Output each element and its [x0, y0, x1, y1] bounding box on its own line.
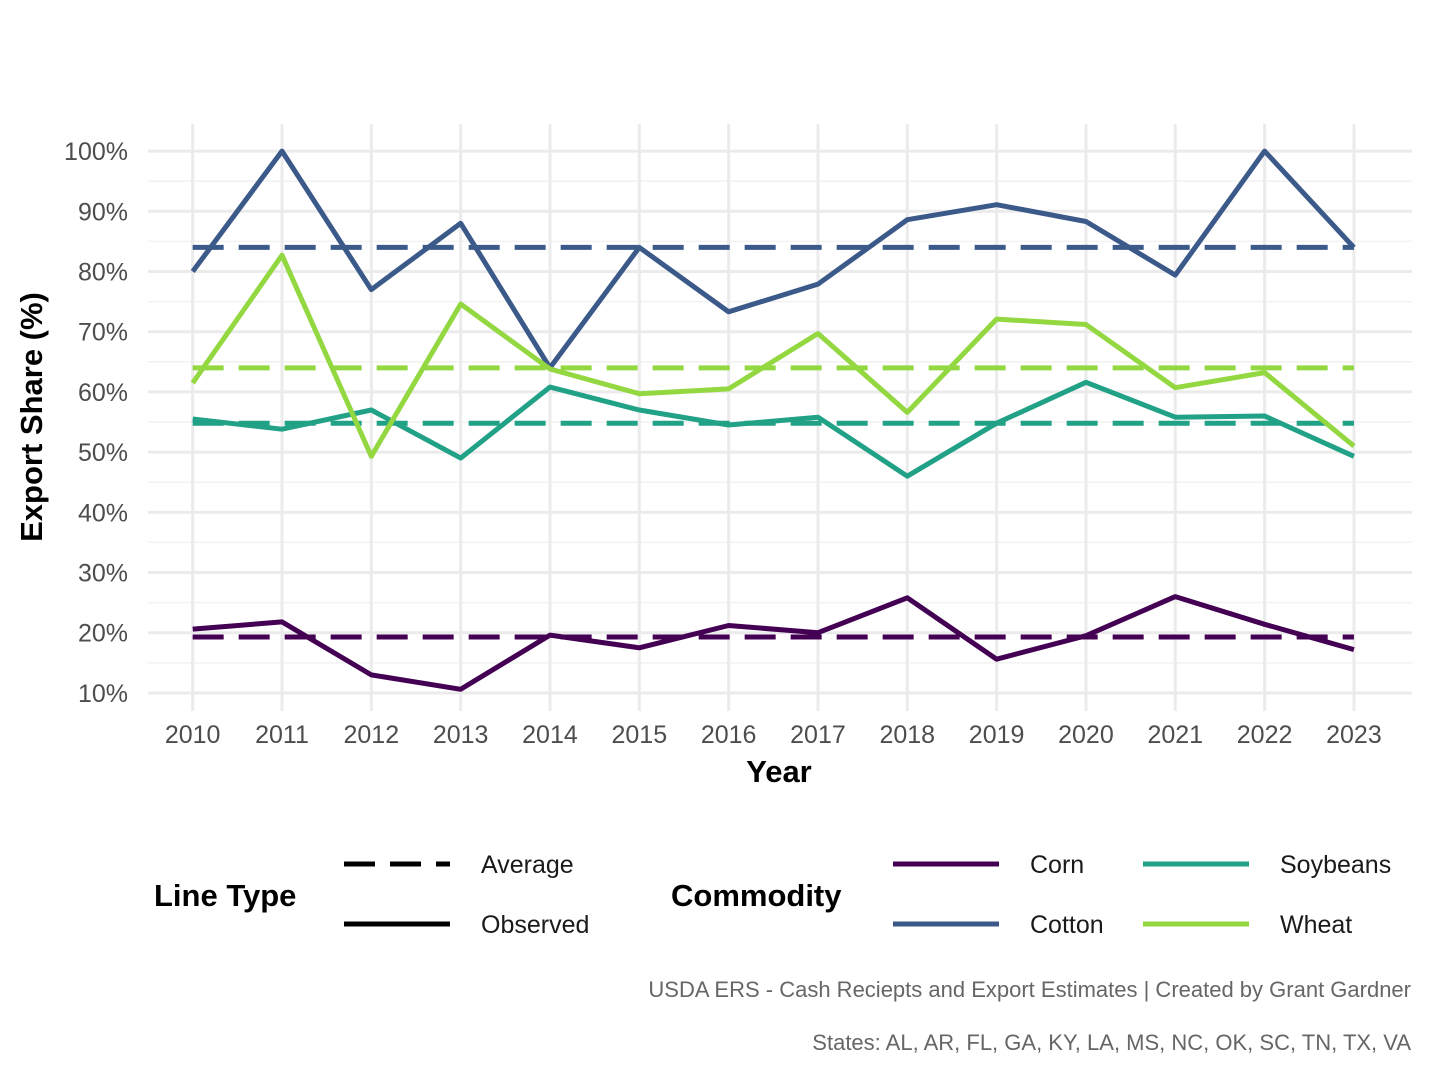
observed-line-wheat	[190, 252, 1356, 459]
x-tick-label: 2022	[1237, 721, 1293, 749]
major-grid	[148, 124, 1412, 711]
y-tick-label: 60%	[78, 379, 128, 407]
x-tick-label: 2018	[879, 721, 935, 749]
caption-states: States: AL, AR, FL, GA, KY, LA, MS, NC, …	[812, 1030, 1411, 1055]
legend-label-wheat: Wheat	[1280, 911, 1352, 939]
caption-source: USDA ERS - Cash Reciepts and Export Esti…	[648, 977, 1411, 1002]
x-axis-title: Year	[746, 754, 812, 789]
x-tick-label: 2013	[433, 721, 489, 749]
y-axis-title: Export Share (%)	[14, 292, 49, 542]
observed-line-cotton	[190, 148, 1356, 371]
y-axis-tick-labels: 10% 20% 30% 40% 50% 60% 70% 80% 90% 100%	[64, 138, 128, 708]
x-tick-label: 2017	[790, 721, 846, 749]
x-tick-label: 2020	[1058, 721, 1114, 749]
legend-label-soybeans: Soybeans	[1280, 851, 1391, 879]
x-tick-label: 2023	[1326, 721, 1382, 749]
x-tick-label: 2011	[255, 721, 309, 749]
observed-line-soybeans	[192, 379, 1355, 479]
y-tick-label: 70%	[78, 319, 128, 347]
x-tick-label: 2015	[611, 721, 667, 749]
x-tick-label: 2016	[701, 721, 757, 749]
observed-lines	[190, 148, 1356, 692]
legend-commodity-title: Commodity	[671, 878, 842, 913]
legend-label-corn: Corn	[1030, 851, 1084, 879]
legend-label-average: Average	[481, 851, 574, 879]
x-tick-label: 2012	[344, 721, 400, 749]
y-tick-label: 10%	[78, 680, 128, 708]
y-tick-label: 40%	[78, 499, 128, 527]
x-tick-label: 2010	[165, 721, 221, 749]
legend-commodity: Commodity Corn Cotton Soybeans Wheat	[671, 851, 1391, 939]
x-tick-label: 2021	[1147, 721, 1203, 749]
legend-label-observed: Observed	[481, 911, 589, 939]
y-tick-label: 50%	[78, 439, 128, 467]
observed-line-corn	[192, 594, 1355, 692]
legend-line-type: Line Type Average Observed	[154, 851, 589, 939]
y-tick-label: 30%	[78, 560, 128, 588]
x-tick-label: 2014	[522, 721, 578, 749]
y-tick-label: 100%	[64, 138, 128, 166]
x-tick-label: 2019	[969, 721, 1025, 749]
y-tick-label: 90%	[78, 198, 128, 226]
y-tick-label: 20%	[78, 620, 128, 648]
legend-label-cotton: Cotton	[1030, 911, 1104, 939]
x-axis-tick-labels: 2010 2011 2012 2013 2014 2015 2016 2017 2018 2019…	[165, 721, 1382, 749]
legend-line-type-title: Line Type	[154, 878, 296, 913]
y-tick-label: 80%	[78, 259, 128, 287]
